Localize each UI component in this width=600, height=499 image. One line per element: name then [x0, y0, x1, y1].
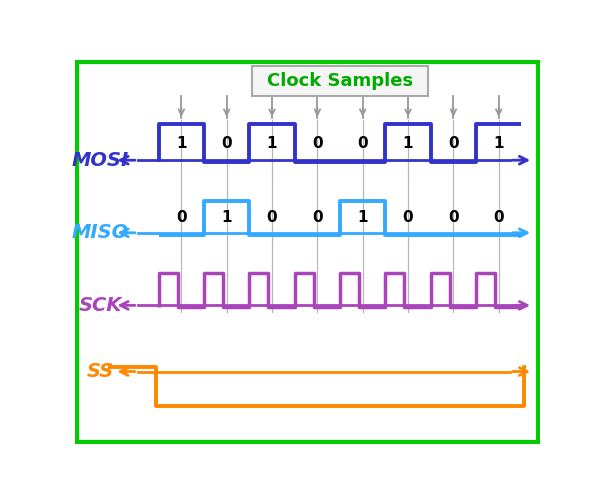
Text: 1: 1: [358, 211, 368, 226]
Text: MOSI: MOSI: [72, 151, 129, 170]
Text: 0: 0: [312, 211, 323, 226]
Text: 1: 1: [176, 136, 187, 151]
Text: 1: 1: [221, 211, 232, 226]
Text: 1: 1: [267, 136, 277, 151]
Text: MISO: MISO: [72, 223, 129, 243]
Text: 1: 1: [403, 136, 413, 151]
Text: 0: 0: [176, 211, 187, 226]
Text: 1: 1: [493, 136, 504, 151]
Text: SS: SS: [87, 362, 114, 381]
Text: 0: 0: [403, 211, 413, 226]
FancyBboxPatch shape: [252, 66, 428, 96]
Text: 0: 0: [267, 211, 277, 226]
Text: 0: 0: [358, 136, 368, 151]
Text: SCK: SCK: [79, 296, 122, 315]
Text: 0: 0: [448, 211, 459, 226]
Text: 0: 0: [221, 136, 232, 151]
Text: 0: 0: [312, 136, 323, 151]
Text: 0: 0: [493, 211, 504, 226]
FancyBboxPatch shape: [77, 62, 538, 442]
Text: 0: 0: [448, 136, 459, 151]
Text: Clock Samples: Clock Samples: [267, 72, 413, 90]
